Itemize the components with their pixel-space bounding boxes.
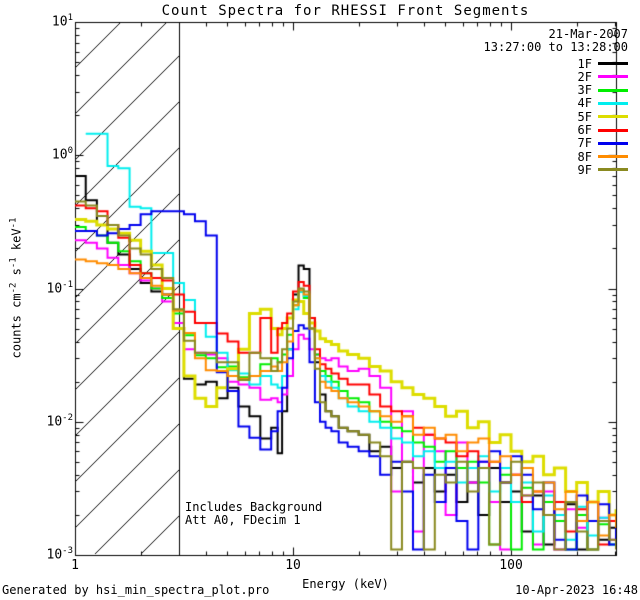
legend-entry-2F: 2F (578, 66, 628, 84)
annotation-attenuator-decimation: Att A0, FDecim 1 (185, 513, 301, 527)
y-axis-label-part: keV (9, 228, 24, 258)
legend-label: 3F (577, 83, 592, 98)
x-tick-label: 1 (71, 558, 79, 573)
y-tick-label: 10-2 (46, 412, 74, 430)
legend-color-swatch (598, 62, 628, 65)
observation-time-range: 13:27:00 to 13:28:00 (483, 40, 629, 54)
y-tick-label: 100 (51, 146, 73, 163)
y-tick-label: 10-1 (46, 279, 74, 296)
legend-label: 8F (577, 149, 592, 164)
legend-color-swatch (598, 155, 628, 159)
legend-label: 6F (577, 123, 592, 137)
y-tick-label: 10-3 (46, 546, 74, 563)
legend-label: 7F (577, 136, 592, 151)
x-tick-label: 10 (285, 558, 301, 573)
legend-color-swatch (598, 128, 628, 132)
legend-label: 2F (577, 69, 592, 84)
legend-entry-7F: 7F (578, 133, 628, 150)
annotation-includes-background: Includes Background (185, 500, 323, 514)
legend-label: 9F (577, 162, 592, 177)
y-axis-label-part: -2 (8, 282, 19, 294)
x-tick-label: 100 (499, 558, 523, 573)
legend-entry-1F: 1F (578, 53, 628, 71)
observation-date: 21-Mar-2007 (548, 27, 628, 41)
plot-title: Count Spectra for RHESSI Front Segments (161, 3, 530, 19)
y-axis-label-part: -1 (8, 217, 19, 229)
legend-color-swatch (598, 101, 628, 105)
legend-entry-3F: 3F (578, 80, 628, 97)
x-axis-label: Energy (keV) (302, 577, 389, 591)
y-axis-label: counts cm-2 s-1 keV-1 (9, 218, 24, 359)
y-tick-label: 101 (51, 13, 73, 30)
legend-entry-9F: 9F (578, 159, 628, 177)
legend-entry-8F: 8F (578, 146, 628, 164)
y-axis-label-part: counts cm (9, 293, 24, 359)
y-axis-label-part: -1 (8, 257, 19, 269)
legend-color-swatch (598, 88, 628, 92)
legend-label: 5F (577, 109, 592, 124)
legend-color-swatch (598, 75, 628, 79)
legend-label: 1F (577, 56, 592, 71)
legend-entry-6F: 6F (578, 120, 628, 137)
footer-generator-text: Generated by hsi_min_spectra_plot.pro (2, 583, 270, 597)
legend-entry-5F: 5F (578, 106, 628, 124)
footer-timestamp: 10-Apr-2023 16:48 (515, 583, 638, 597)
legend-color-swatch (598, 168, 628, 172)
legend-entry-4F: 4F (578, 93, 628, 110)
y-axis-label-part: s (9, 268, 24, 283)
legend-color-swatch (598, 115, 628, 119)
legend-color-swatch (598, 141, 628, 145)
legend-label: 4F (577, 96, 592, 111)
